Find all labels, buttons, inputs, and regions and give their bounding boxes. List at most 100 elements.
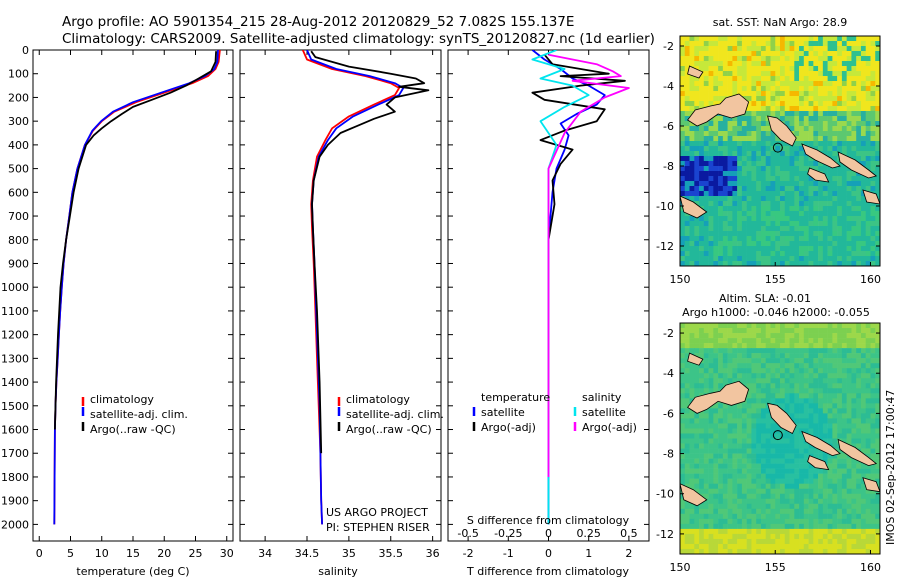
map-cell	[746, 478, 752, 484]
island-land	[680, 195, 708, 219]
map-cell	[770, 206, 776, 212]
lon-tick-label: 150	[670, 561, 691, 574]
map-cell	[737, 423, 743, 429]
map-cell	[722, 51, 728, 57]
map-cell	[684, 528, 690, 535]
map-cell	[689, 261, 695, 266]
map-cell	[803, 388, 809, 394]
map-cell	[699, 136, 705, 142]
map-cell	[822, 453, 828, 459]
map-cell	[799, 201, 805, 207]
map-cell	[870, 328, 876, 334]
map-cell	[851, 503, 857, 510]
map-cell	[756, 181, 762, 187]
map-cell	[684, 538, 690, 545]
map-cell	[775, 383, 781, 389]
map-cell	[818, 231, 824, 237]
map-cell	[875, 443, 880, 449]
map-cell	[713, 328, 719, 334]
map-cell	[765, 543, 771, 550]
map-cell	[827, 528, 833, 535]
map-cell	[875, 96, 880, 102]
map-cell	[765, 368, 771, 374]
map-cell	[818, 358, 824, 364]
map-cell	[837, 358, 843, 364]
map-cell	[722, 508, 728, 515]
map-cell	[818, 46, 824, 52]
map-cell	[746, 358, 752, 364]
map-cell	[856, 46, 862, 52]
map-cell	[751, 106, 757, 112]
map-cell	[799, 191, 805, 197]
s-tick-label: -0.25	[494, 527, 522, 540]
map-cell	[827, 206, 833, 212]
map-cell	[827, 343, 833, 349]
map-cell	[860, 246, 867, 252]
map-cell	[737, 503, 743, 510]
map-cell	[760, 423, 767, 429]
map-cell	[789, 251, 795, 257]
map-cell	[856, 51, 862, 57]
map-cell	[789, 196, 795, 202]
map-cell	[832, 101, 838, 107]
map-cell	[722, 423, 728, 429]
map-cell	[732, 56, 738, 62]
map-cell	[727, 378, 733, 384]
map-cell	[708, 191, 714, 197]
map-cell	[837, 66, 843, 72]
lat-tick-label: -8	[663, 160, 674, 173]
map-cell	[722, 503, 728, 510]
lat-tick-label: -8	[663, 448, 674, 461]
map-cell	[708, 186, 714, 192]
map-cell	[708, 523, 714, 530]
map-cell	[751, 433, 757, 439]
map-cell	[765, 41, 771, 47]
x-tick-label: -1	[503, 547, 514, 560]
map-cell	[865, 76, 871, 82]
map-cell	[875, 448, 880, 454]
map-cell	[689, 51, 695, 57]
map-cell	[680, 161, 686, 167]
map-cell	[713, 116, 719, 122]
map-cell	[827, 56, 833, 62]
map-cell	[708, 443, 714, 449]
map-cell	[799, 226, 805, 232]
map-cell	[765, 533, 771, 540]
map-cell	[870, 71, 876, 77]
map-cell	[708, 61, 714, 67]
map-cell	[751, 211, 757, 217]
map-cell	[803, 211, 809, 217]
map-cell	[775, 508, 781, 515]
map-cell	[760, 66, 767, 72]
map-cell	[689, 216, 695, 222]
map-cell	[865, 468, 871, 474]
map-cell	[741, 528, 747, 535]
map-cell	[851, 488, 857, 495]
map-cell	[760, 196, 767, 202]
map-cell	[699, 443, 705, 449]
map-cell	[746, 181, 752, 187]
map-cell	[746, 528, 752, 535]
map-cell	[846, 343, 852, 349]
map-cell	[799, 488, 805, 495]
map-cell	[732, 246, 738, 252]
map-cell	[827, 518, 833, 525]
map-cell	[841, 176, 847, 182]
map-cell	[741, 453, 747, 459]
map-cell	[727, 428, 733, 434]
map-cell	[832, 66, 838, 72]
map-cell	[746, 216, 752, 222]
map-cell	[832, 383, 838, 389]
map-cell	[865, 161, 871, 167]
map-cell	[760, 523, 767, 530]
map-cell	[846, 131, 852, 137]
map-cell	[741, 428, 747, 434]
map-cell	[746, 383, 752, 389]
map-cell	[718, 378, 724, 384]
map-cell	[684, 423, 690, 429]
map-cell	[799, 51, 805, 57]
map-cell	[846, 423, 852, 429]
map-cell	[837, 328, 843, 334]
legend-label-satellite: satellite-adj. clim.	[90, 408, 188, 421]
map-cell	[808, 483, 814, 490]
